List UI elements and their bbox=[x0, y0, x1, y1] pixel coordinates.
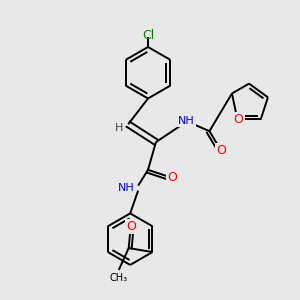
Text: O: O bbox=[233, 113, 243, 126]
Text: O: O bbox=[167, 171, 177, 184]
Text: H: H bbox=[115, 123, 124, 133]
Text: Cl: Cl bbox=[142, 28, 154, 42]
Text: CH₃: CH₃ bbox=[110, 273, 128, 283]
Text: NH: NH bbox=[178, 116, 195, 126]
Text: O: O bbox=[126, 220, 136, 233]
Text: O: O bbox=[216, 145, 226, 158]
Text: NH: NH bbox=[118, 183, 135, 193]
